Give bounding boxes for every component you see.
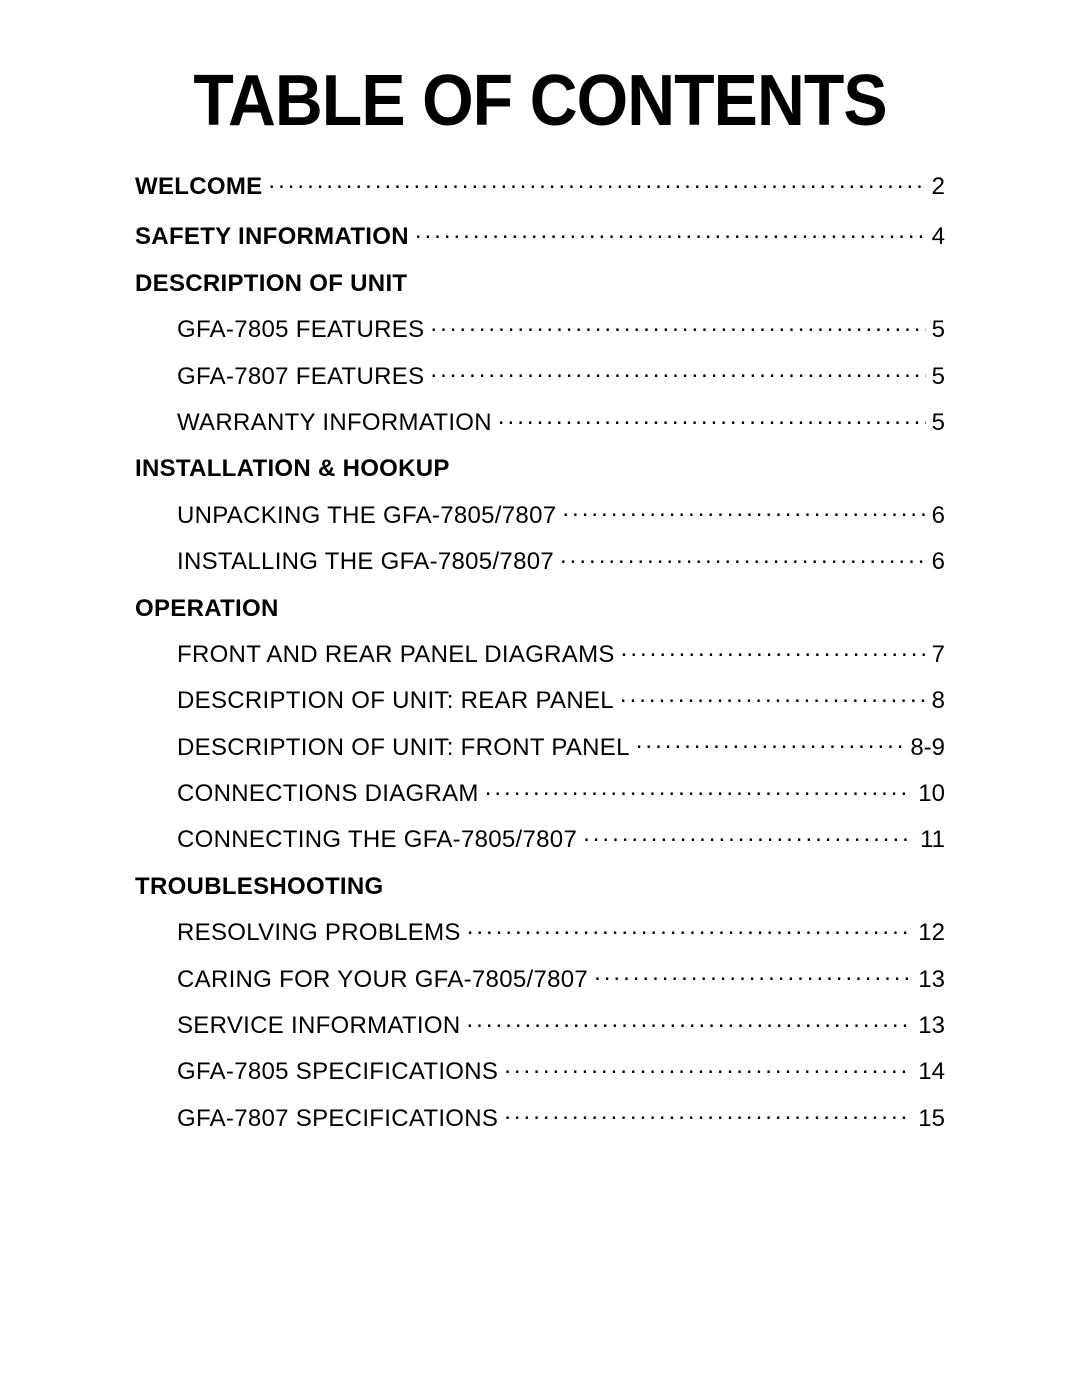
toc-item-label: GFA-7807 FEATURES <box>177 364 424 390</box>
toc-heading-label: WELCOME <box>135 174 262 200</box>
toc-item: SERVICE INFORMATION 13 <box>177 1009 945 1039</box>
page-title: TABLE OF CONTENTS <box>167 60 912 142</box>
toc-leader <box>498 406 926 430</box>
toc-item-label: UNPACKING THE GFA-7805/7807 <box>177 503 556 529</box>
toc-item-page: 6 <box>932 503 945 529</box>
toc-item-page: 14 <box>918 1059 945 1085</box>
toc-leader <box>636 731 905 755</box>
toc-item-label: CONNECTIONS DIAGRAM <box>177 781 479 807</box>
toc-leader <box>560 545 926 569</box>
toc-leader <box>415 220 926 244</box>
toc-item-page: 13 <box>918 967 945 993</box>
toc-leader <box>430 313 925 337</box>
toc-heading-label: INSTALLATION & HOOKUP <box>135 456 450 482</box>
toc-item: RESOLVING PROBLEMS 12 <box>177 916 945 946</box>
toc-item-page: 10 <box>918 781 945 807</box>
toc-item-page: 13 <box>918 1013 945 1039</box>
toc-item-label: DESCRIPTION OF UNIT: FRONT PANEL <box>177 735 630 761</box>
toc-item: FRONT AND REAR PANEL DIAGRAMS 7 <box>177 638 945 668</box>
toc-heading-label: DESCRIPTION OF UNIT <box>135 271 407 297</box>
toc-leader <box>504 1055 912 1079</box>
toc-item-label: DESCRIPTION OF UNIT: REAR PANEL <box>177 688 614 714</box>
toc-section-heading: WELCOME 2 <box>135 170 945 200</box>
toc-item-page: 5 <box>932 364 945 390</box>
toc-section-heading: INSTALLATION & HOOKUP <box>135 456 945 482</box>
toc-item: GFA-7805 FEATURES 5 <box>177 313 945 343</box>
toc-section-heading: OPERATION <box>135 596 945 622</box>
toc-item-label: CONNECTING THE GFA-7805/7807 <box>177 827 577 853</box>
toc-item: CONNECTIONS DIAGRAM 10 <box>177 777 945 807</box>
toc-leader <box>583 823 914 847</box>
toc-item: GFA-7807 FEATURES 5 <box>177 360 945 390</box>
toc-leader <box>562 499 925 523</box>
toc-item-page: 11 <box>920 827 945 853</box>
page: TABLE OF CONTENTS WELCOME 2 SAFETY INFORMA… <box>0 0 1080 1397</box>
toc-item-page: 15 <box>918 1106 945 1132</box>
table-of-contents: WELCOME 2 SAFETY INFORMATION 4 DESCRIPTION O… <box>135 170 945 1132</box>
toc-item: CONNECTING THE GFA-7805/7807 11 <box>177 823 945 853</box>
toc-item-label: GFA-7805 SPECIFICATIONS <box>177 1059 498 1085</box>
toc-item-label: INSTALLING THE GFA-7805/7807 <box>177 549 554 575</box>
toc-item-label: FRONT AND REAR PANEL DIAGRAMS <box>177 642 615 668</box>
toc-item-page: 8-9 <box>910 735 945 761</box>
toc-item: INSTALLING THE GFA-7805/7807 6 <box>177 545 945 575</box>
toc-heading-page: 4 <box>932 224 945 250</box>
toc-item-label: WARRANTY INFORMATION <box>177 410 492 436</box>
toc-item: CARING FOR YOUR GFA-7805/7807 13 <box>177 963 945 993</box>
toc-leader <box>430 360 925 384</box>
toc-item: DESCRIPTION OF UNIT: REAR PANEL 8 <box>177 684 945 714</box>
toc-heading-page: 2 <box>932 174 945 200</box>
toc-leader <box>620 684 926 708</box>
toc-leader <box>485 777 913 801</box>
toc-leader <box>594 963 912 987</box>
toc-item-page: 5 <box>932 410 945 436</box>
toc-item: DESCRIPTION OF UNIT: FRONT PANEL 8-9 <box>177 731 945 761</box>
toc-item: GFA-7805 SPECIFICATIONS 14 <box>177 1055 945 1085</box>
toc-heading-label: OPERATION <box>135 596 279 622</box>
toc-item-page: 12 <box>918 920 945 946</box>
toc-heading-label: SAFETY INFORMATION <box>135 224 409 250</box>
toc-item-label: GFA-7805 FEATURES <box>177 317 424 343</box>
toc-item-page: 8 <box>932 688 945 714</box>
toc-leader <box>504 1102 912 1126</box>
toc-item-page: 6 <box>932 549 945 575</box>
toc-leader <box>467 1009 913 1033</box>
toc-item-label: SERVICE INFORMATION <box>177 1013 461 1039</box>
toc-section-heading: SAFETY INFORMATION 4 <box>135 220 945 250</box>
toc-section-heading: TROUBLESHOOTING <box>135 874 945 900</box>
toc-section-heading: DESCRIPTION OF UNIT <box>135 271 945 297</box>
toc-heading-label: TROUBLESHOOTING <box>135 874 384 900</box>
toc-item-label: GFA-7807 SPECIFICATIONS <box>177 1106 498 1132</box>
toc-item-page: 5 <box>932 317 945 343</box>
toc-item: GFA-7807 SPECIFICATIONS 15 <box>177 1102 945 1132</box>
toc-leader <box>467 916 913 940</box>
toc-item: WARRANTY INFORMATION 5 <box>177 406 945 436</box>
toc-leader <box>621 638 926 662</box>
toc-item-page: 7 <box>932 642 945 668</box>
toc-item-label: RESOLVING PROBLEMS <box>177 920 461 946</box>
toc-leader <box>268 170 925 194</box>
toc-item-label: CARING FOR YOUR GFA-7805/7807 <box>177 967 588 993</box>
toc-item: UNPACKING THE GFA-7805/7807 6 <box>177 499 945 529</box>
